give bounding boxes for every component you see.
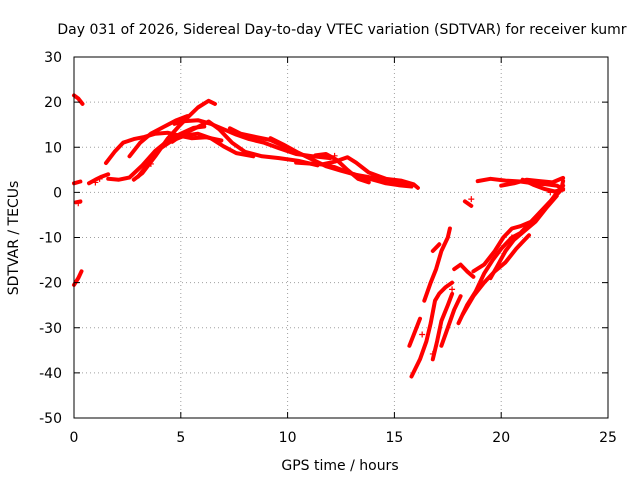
x-tick-label: 20 xyxy=(492,430,510,446)
sdtvar-trace xyxy=(127,114,190,159)
data-point-marker xyxy=(75,200,82,207)
sdtvar-trace xyxy=(520,177,566,194)
sdtvar-trace xyxy=(87,172,111,186)
sdtvar-trace xyxy=(104,130,224,165)
x-axis-label: GPS time / hours xyxy=(281,458,398,474)
x-tick-label: 0 xyxy=(70,430,79,446)
sdtvar-trace xyxy=(462,199,474,208)
sdtvar-trace xyxy=(409,280,455,379)
y-tick-label: 20 xyxy=(44,95,62,111)
sdtvar-trace xyxy=(430,291,455,362)
sdtvar-trace xyxy=(136,131,256,179)
y-tick-label: -40 xyxy=(39,366,62,382)
x-tick-labels: 0 5 10 15 20 25 xyxy=(70,430,617,446)
sdtvar-trace xyxy=(430,242,442,253)
data-point-marker xyxy=(162,139,169,146)
y-tick-label: -50 xyxy=(39,411,62,427)
y-tick-label: -20 xyxy=(39,276,62,292)
sdtvar-trace xyxy=(72,179,83,186)
sdtvar-trace xyxy=(499,175,566,188)
data-point-marker xyxy=(147,160,154,167)
y-tick-label: 30 xyxy=(44,50,62,66)
data-points xyxy=(75,139,554,357)
sdtvar-trace xyxy=(313,152,371,185)
data-point-marker xyxy=(508,234,515,241)
x-tick-label: 10 xyxy=(279,430,297,446)
x-tick-label: 5 xyxy=(176,430,185,446)
data-point-marker xyxy=(449,286,456,293)
sdtvar-trace xyxy=(170,119,320,168)
x-tick-label: 25 xyxy=(599,430,617,446)
data-point-marker xyxy=(429,350,436,357)
sdtvar-trace xyxy=(439,294,463,348)
data-traces xyxy=(72,93,566,379)
sdtvar-trace xyxy=(460,233,531,317)
sdtvar-trace xyxy=(471,179,566,274)
sdtvar-trace xyxy=(488,194,559,281)
data-point-marker xyxy=(547,189,554,196)
axis-ticks xyxy=(73,56,609,419)
y-tick-label: -10 xyxy=(39,231,62,247)
y-tick-label: 10 xyxy=(44,140,62,156)
data-point-marker xyxy=(468,196,475,203)
data-point-marker xyxy=(419,331,426,338)
y-tick-labels: 30 20 10 0 -10 -20 -30 -40 -50 xyxy=(39,50,62,427)
x-tick-label: 15 xyxy=(385,430,403,446)
data-point-marker xyxy=(331,152,338,159)
data-point-marker xyxy=(96,175,103,182)
y-tick-label: -30 xyxy=(39,321,62,337)
sdtvar-trace xyxy=(422,226,452,303)
chart-title: Day 031 of 2026, Sidereal Day-to-day VTE… xyxy=(57,22,626,38)
sdtvar-trace xyxy=(319,155,420,190)
sdtvar-trace xyxy=(452,262,476,279)
sdtvar-trace xyxy=(72,93,85,106)
data-point-marker xyxy=(92,179,99,186)
sdtvar-trace xyxy=(407,316,422,348)
y-axis-label: SDTVAR / TECUs xyxy=(6,181,22,296)
y-tick-label: 0 xyxy=(53,185,62,201)
